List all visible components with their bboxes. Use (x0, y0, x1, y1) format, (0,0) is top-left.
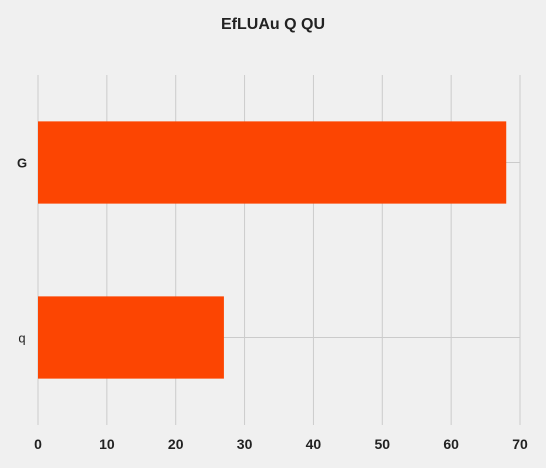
x-tick-label: 70 (512, 436, 528, 452)
y-tick-label: q (18, 331, 25, 346)
x-tick-label: 10 (99, 436, 115, 452)
y-tick-label: G (17, 156, 27, 171)
x-tick-label: 20 (168, 436, 184, 452)
x-tick-label: 50 (374, 436, 390, 452)
bar-layer (38, 121, 506, 378)
bar-q (38, 296, 224, 378)
bar-G (38, 121, 506, 203)
x-tick-label: 30 (237, 436, 253, 452)
x-tick-label: 0 (34, 436, 42, 452)
x-tick-label: 40 (306, 436, 322, 452)
x-tick-label: 60 (443, 436, 459, 452)
